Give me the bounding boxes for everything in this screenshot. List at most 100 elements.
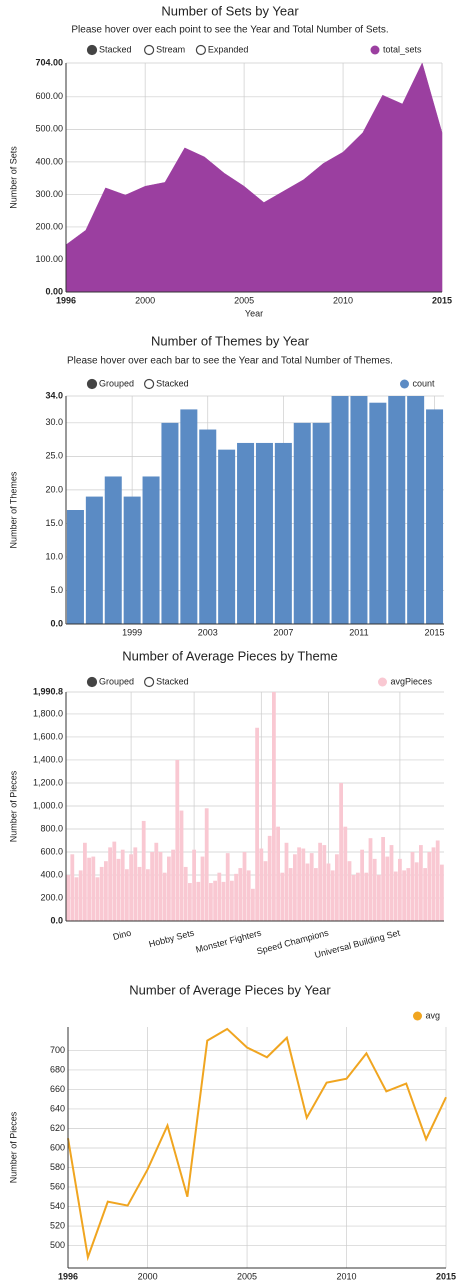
legend-swatch[interactable] [378,677,387,687]
bar[interactable] [123,496,141,624]
bar[interactable] [221,881,226,921]
bar[interactable] [129,854,133,921]
legend-label[interactable]: avg [426,1010,441,1020]
bar[interactable] [238,868,243,921]
bar[interactable] [175,759,180,921]
bar[interactable] [225,853,230,921]
bar[interactable] [70,854,75,921]
bar[interactable] [99,866,104,921]
bar[interactable] [343,826,348,921]
bar[interactable] [402,870,406,921]
bar[interactable] [305,863,310,921]
bar[interactable] [237,442,255,624]
legend-label[interactable]: avgPieces [391,676,433,686]
bar[interactable] [104,861,108,921]
bar[interactable] [276,826,280,921]
bar[interactable] [158,851,163,921]
bar[interactable] [331,396,349,624]
bar[interactable] [104,476,122,624]
bar[interactable] [431,847,436,921]
bar[interactable] [142,476,160,624]
bar[interactable] [133,847,138,921]
bar[interactable] [137,866,142,921]
bar[interactable] [426,409,444,624]
bar[interactable] [74,877,79,921]
bar[interactable] [171,849,175,921]
bar[interactable] [356,872,360,921]
bar[interactable] [179,810,184,921]
bar[interactable] [78,870,83,921]
bar[interactable] [116,858,121,921]
radio-label[interactable]: Stacked [99,44,132,54]
legend-swatch[interactable] [413,1011,422,1021]
bar[interactable] [330,870,335,921]
bar[interactable] [255,442,273,624]
bar[interactable] [419,845,423,921]
bar[interactable] [288,868,293,921]
bar[interactable] [274,442,292,624]
bar[interactable] [120,849,125,921]
bar[interactable] [364,872,369,921]
bar[interactable] [350,396,368,624]
bar[interactable] [230,880,234,921]
bar[interactable] [410,851,415,921]
bar[interactable] [255,727,259,921]
legend-swatch[interactable] [370,45,380,55]
bar[interactable] [339,782,343,921]
bar[interactable] [318,842,322,921]
bar[interactable] [407,396,425,624]
radio-button[interactable] [144,676,155,688]
bar[interactable] [196,881,201,921]
bar[interactable] [388,396,406,624]
bar[interactable] [369,402,387,624]
bar[interactable] [267,835,272,921]
bar[interactable] [112,841,117,921]
bar[interactable] [309,853,314,921]
bar[interactable] [242,851,247,921]
radio-button[interactable] [86,378,98,390]
bar[interactable] [360,849,364,921]
radio-label[interactable]: Grouped [99,676,134,686]
bar[interactable] [312,422,330,624]
bar[interactable] [251,888,255,921]
bar[interactable] [95,877,100,921]
bar[interactable] [246,870,251,921]
legend-label[interactable]: count [413,378,436,388]
bar[interactable] [297,847,301,921]
bar[interactable] [335,854,339,921]
bar[interactable] [108,847,112,921]
radio-button[interactable] [144,44,155,56]
bar[interactable] [146,869,150,921]
bar[interactable] [218,449,236,624]
bar[interactable] [188,883,192,921]
bar[interactable] [423,868,427,921]
bar[interactable] [347,861,352,921]
radio-button[interactable] [195,44,206,56]
bar[interactable] [209,883,213,921]
radio-label[interactable]: Expanded [208,44,249,54]
bar[interactable] [183,866,188,921]
radio-button[interactable] [86,676,98,688]
bar[interactable] [66,510,84,624]
bar[interactable] [284,842,289,921]
bar[interactable] [427,851,432,921]
bar[interactable] [385,856,390,921]
bar[interactable] [414,862,419,921]
radio-label[interactable]: Stream [156,44,185,54]
bar[interactable] [440,864,444,921]
bar[interactable] [200,856,205,921]
bar[interactable] [263,861,268,921]
bar[interactable] [272,692,276,921]
bar[interactable] [141,820,146,921]
radio-button[interactable] [144,378,155,390]
bar[interactable] [66,874,70,921]
bar[interactable] [280,872,285,921]
radio-label[interactable]: Stacked [156,378,189,388]
bar[interactable] [372,858,377,921]
bar[interactable] [217,872,222,921]
bar[interactable] [204,808,209,921]
bar[interactable] [199,429,217,624]
bar[interactable] [213,880,217,921]
bar[interactable] [314,868,318,921]
bar[interactable] [301,848,306,921]
